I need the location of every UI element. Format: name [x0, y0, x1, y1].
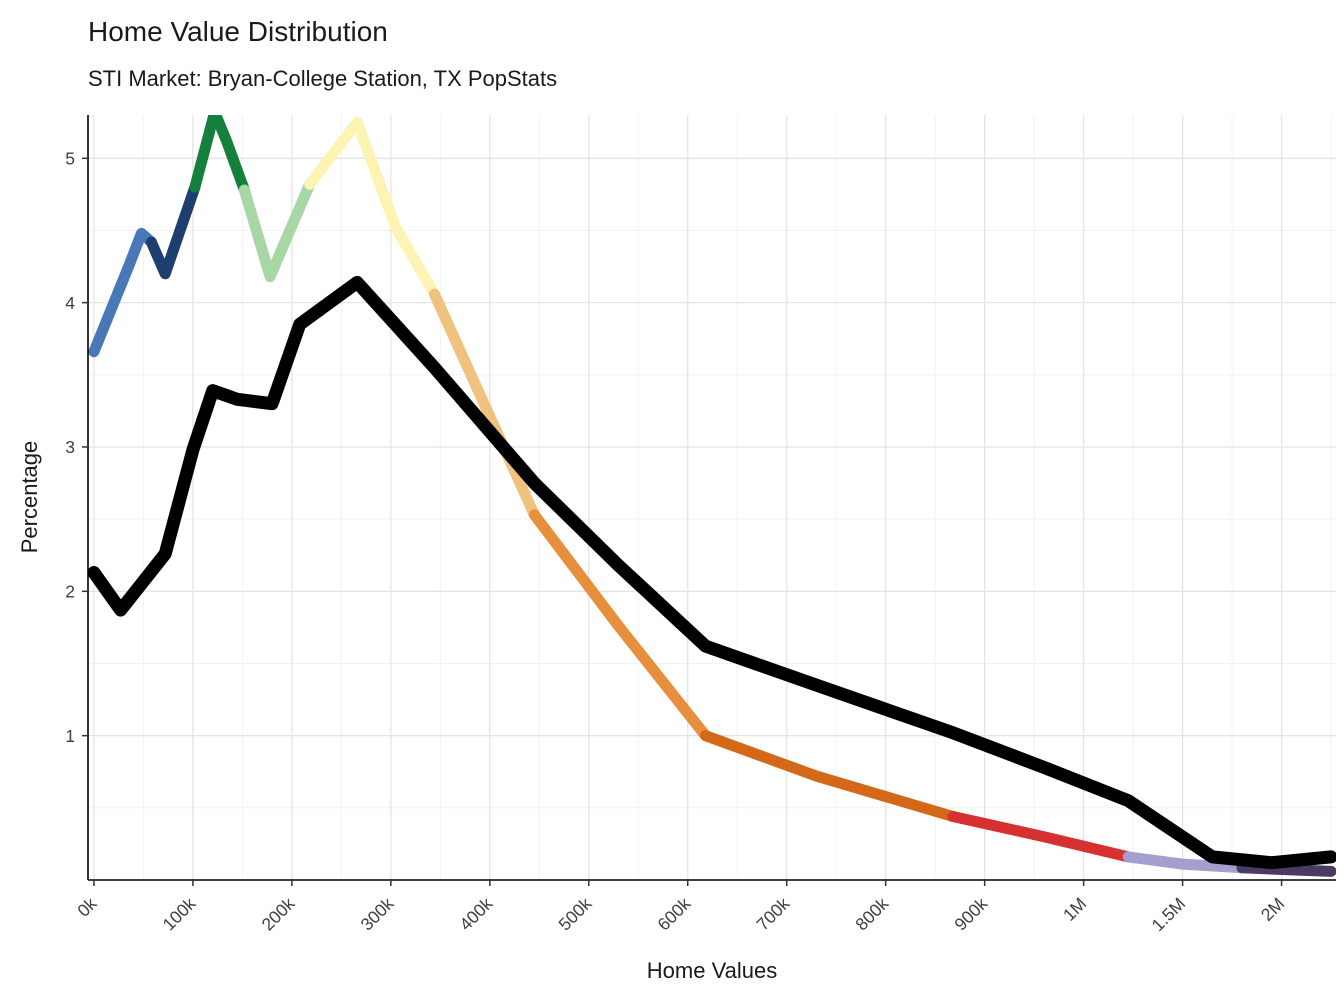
- benchmark-distribution-colored-segment: [238, 178, 316, 283]
- x-tick-label: 1M: [1059, 893, 1090, 924]
- x-tick-labels: 0k 100k 200k 300k 400k 500k 600k 700k 800k 900k 1M…: [73, 893, 1288, 935]
- y-tick-label: 1: [65, 726, 75, 746]
- y-axis-title: Percentage: [17, 440, 42, 554]
- x-tick-label: 400k: [455, 893, 496, 934]
- y-tick-label: 4: [65, 293, 75, 313]
- x-tick-label: 100k: [159, 893, 200, 934]
- benchmark-distribution-colored-segment: [145, 181, 201, 280]
- market-distribution-black-line: [88, 275, 1336, 870]
- y-tick-label: 3: [65, 437, 75, 457]
- grid-major: [88, 115, 1336, 880]
- benchmark-distribution-colored-segment: [428, 288, 540, 521]
- panel-background: [88, 115, 1336, 880]
- chart-subtitle: STI Market: Bryan-College Station, TX Po…: [88, 66, 558, 91]
- axis-lines: [87, 115, 1336, 881]
- x-tick-label: 0k: [73, 893, 100, 920]
- benchmark-distribution-colored-segment: [88, 227, 157, 358]
- benchmark-distribution-colored-segment: [700, 730, 959, 822]
- benchmark-distribution-colored-segment: [947, 810, 1134, 863]
- y-tick-label: 2: [65, 581, 75, 601]
- x-tick-label: 600k: [653, 893, 694, 934]
- x-tick-label: 200k: [258, 893, 299, 934]
- benchmark-distribution-colored-segment: [189, 115, 250, 196]
- x-tick-label: 500k: [554, 893, 595, 934]
- series-lines: [88, 115, 1336, 877]
- benchmark-distribution-colored-segment: [304, 116, 440, 300]
- chart-title: Home Value Distribution: [88, 16, 388, 47]
- tick-marks: [82, 157, 1283, 886]
- benchmark-distribution-colored-segment: [528, 509, 712, 742]
- x-tick-label: 800k: [851, 893, 892, 934]
- y-tick-label: 5: [65, 148, 75, 168]
- x-tick-label: 2M: [1257, 893, 1288, 924]
- y-tick-labels: 1 2 3 4 5: [65, 148, 75, 745]
- benchmark-distribution-colored-segment: [1122, 851, 1248, 874]
- x-tick-label: 900k: [950, 893, 991, 934]
- benchmark-distribution-colored-segment: [1236, 862, 1336, 877]
- x-tick-label: 1.5M: [1148, 893, 1190, 935]
- x-tick-label: 700k: [752, 893, 793, 934]
- x-tick-label: 300k: [357, 893, 398, 934]
- x-axis-title: Home Values: [646, 958, 778, 983]
